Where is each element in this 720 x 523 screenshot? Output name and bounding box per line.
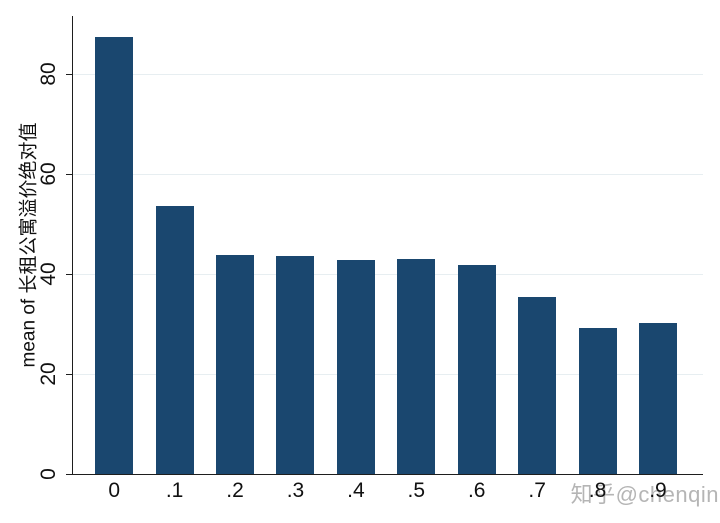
y-tick	[66, 73, 72, 75]
y-tick-label: 20	[37, 361, 60, 386]
y-tick-label: 80	[37, 61, 60, 86]
x-tick-label: .1	[165, 479, 184, 502]
y-tick	[66, 173, 72, 175]
y-tick	[66, 373, 72, 375]
x-tick-label: .2	[226, 479, 244, 502]
y-tick-label: 0	[37, 467, 60, 480]
y-tick	[66, 473, 72, 475]
y-gridline	[73, 173, 703, 175]
y-tick-label: 40	[37, 261, 60, 286]
bar[interactable]	[397, 258, 436, 474]
bar[interactable]	[276, 255, 315, 474]
x-tick-label: .7	[528, 479, 546, 502]
bar[interactable]	[578, 328, 617, 474]
bar[interactable]	[155, 206, 194, 474]
x-tick-label: .5	[407, 479, 426, 502]
x-tick-label: .3	[286, 479, 305, 502]
x-tick-label: .6	[467, 479, 486, 502]
x-tick-label: 0	[108, 479, 121, 502]
bar[interactable]	[95, 37, 134, 474]
x-tick-label: .4	[347, 479, 365, 502]
y-gridline	[73, 73, 703, 75]
x-tick-label: .9	[649, 479, 667, 502]
bar[interactable]	[336, 259, 375, 474]
bar[interactable]	[638, 322, 677, 474]
bar[interactable]	[518, 296, 557, 474]
y-tick	[66, 273, 72, 275]
y-axis-title: mean of 长租公寓溢价绝对值	[18, 122, 40, 368]
y-axis-line	[72, 16, 73, 475]
y-gridline	[73, 273, 703, 275]
x-axis-line	[72, 473, 703, 475]
y-tick-label: 60	[37, 161, 60, 186]
y-gridline	[73, 373, 703, 375]
x-tick-label: .8	[588, 479, 607, 502]
bar[interactable]	[216, 255, 255, 474]
watermark: 知乎@chenqin	[570, 482, 719, 507]
bar[interactable]	[457, 265, 496, 474]
